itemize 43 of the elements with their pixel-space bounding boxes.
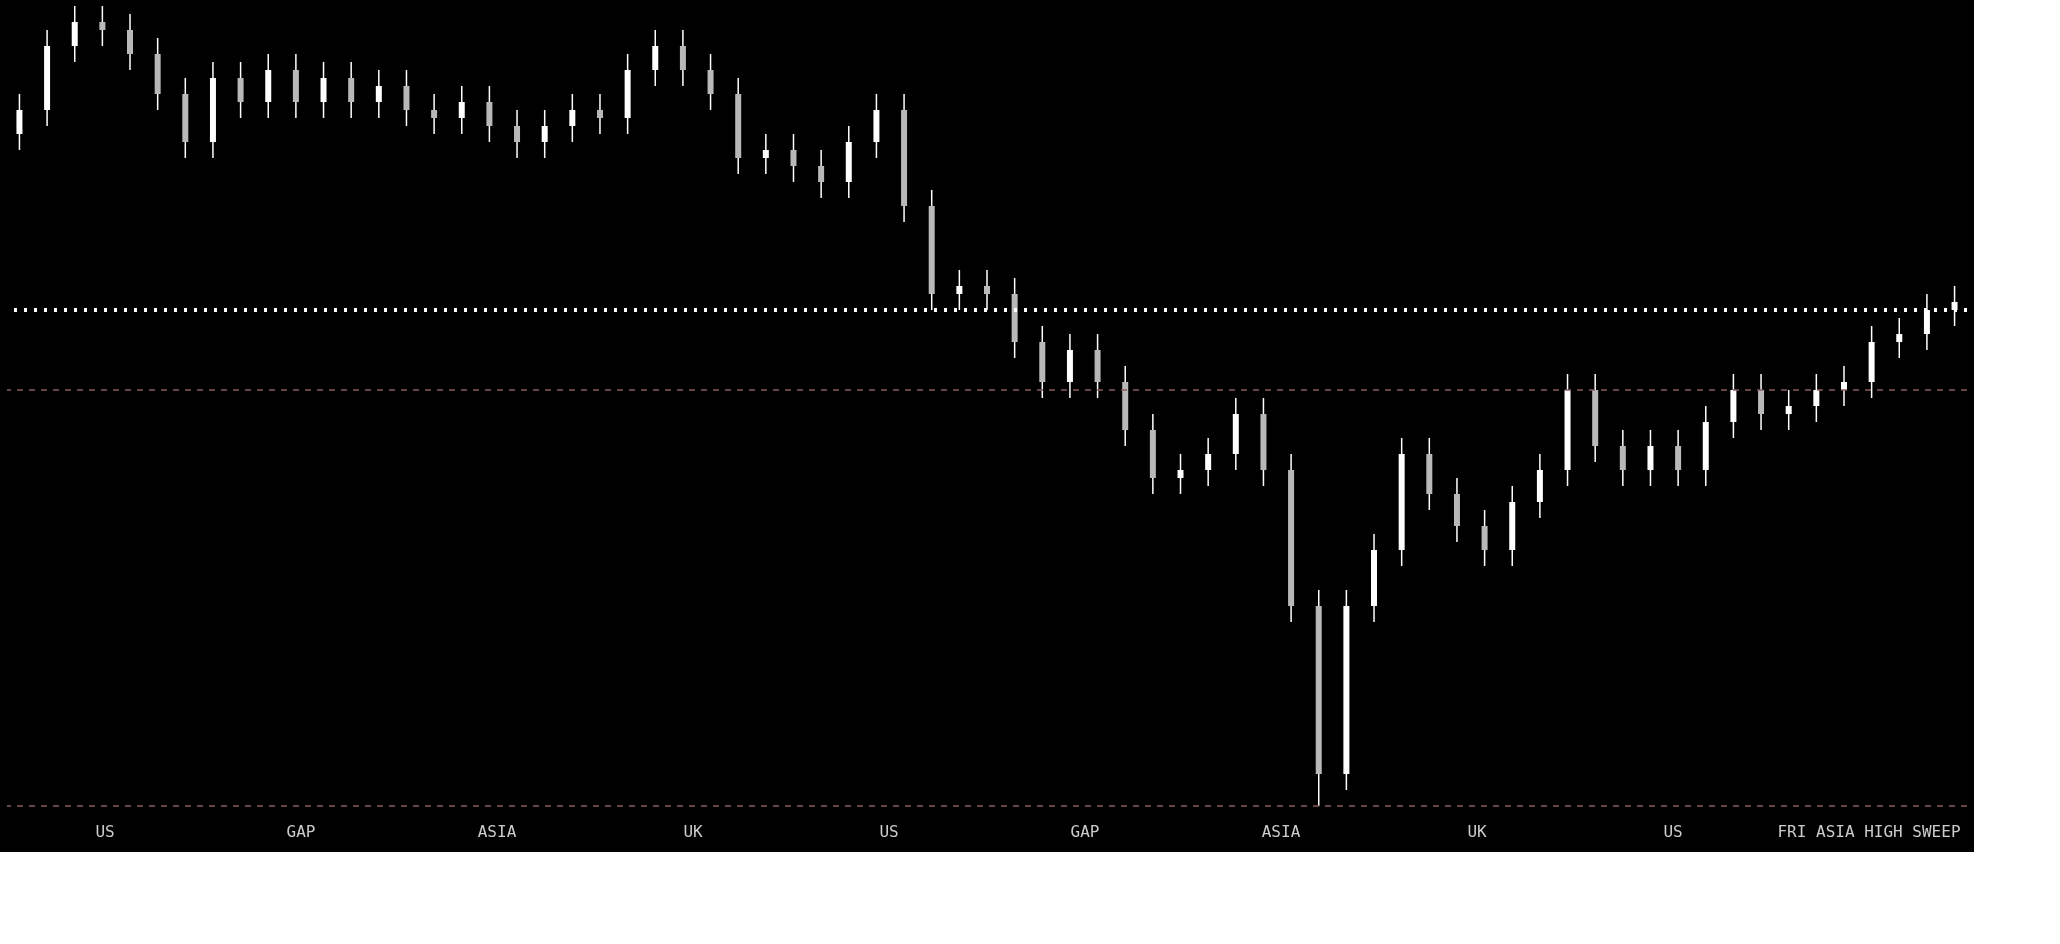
text: UK bbox=[1467, 822, 1487, 841]
candlestick bbox=[127, 13, 134, 71]
candlestick bbox=[569, 93, 576, 143]
candlestick bbox=[1177, 453, 1184, 495]
candlestick bbox=[514, 109, 521, 159]
text: US bbox=[879, 822, 899, 841]
candlestick bbox=[1675, 429, 1682, 487]
candlestick bbox=[375, 69, 382, 119]
candlestick bbox=[431, 93, 438, 135]
candlestick bbox=[652, 29, 659, 87]
candlestick bbox=[1647, 429, 1654, 487]
text: US bbox=[95, 822, 115, 841]
candlestick bbox=[541, 109, 548, 159]
text: ASIA bbox=[1261, 822, 1301, 841]
text: FRI ASIA HIGH SWEEP bbox=[1777, 822, 1961, 841]
candlestick bbox=[320, 61, 327, 119]
candlestick bbox=[99, 5, 106, 47]
candlestick bbox=[818, 149, 825, 199]
text: US bbox=[1663, 822, 1683, 841]
candlestick bbox=[1481, 509, 1488, 567]
candlestick bbox=[348, 61, 355, 119]
text: GAP bbox=[286, 822, 316, 841]
candlestick bbox=[237, 61, 244, 119]
text: UK bbox=[683, 822, 703, 841]
candlestick bbox=[1758, 373, 1765, 431]
candlestick bbox=[679, 29, 686, 87]
candlestick bbox=[762, 133, 769, 175]
candlestick bbox=[1205, 437, 1212, 487]
candlestick bbox=[596, 93, 603, 135]
text: ASIA bbox=[477, 822, 517, 841]
candlestick bbox=[486, 85, 493, 143]
candlestick bbox=[1813, 373, 1820, 423]
candlestick bbox=[16, 93, 23, 151]
candlestick bbox=[1619, 429, 1626, 487]
candlestick bbox=[71, 5, 78, 63]
candlestick bbox=[707, 53, 714, 111]
candlestick bbox=[458, 85, 465, 135]
candlestick bbox=[956, 269, 963, 311]
candlestick bbox=[790, 133, 797, 183]
candlestick bbox=[403, 69, 410, 127]
text: GAP bbox=[1070, 822, 1100, 841]
candlestick bbox=[1785, 389, 1792, 431]
candlestick bbox=[1896, 317, 1903, 359]
